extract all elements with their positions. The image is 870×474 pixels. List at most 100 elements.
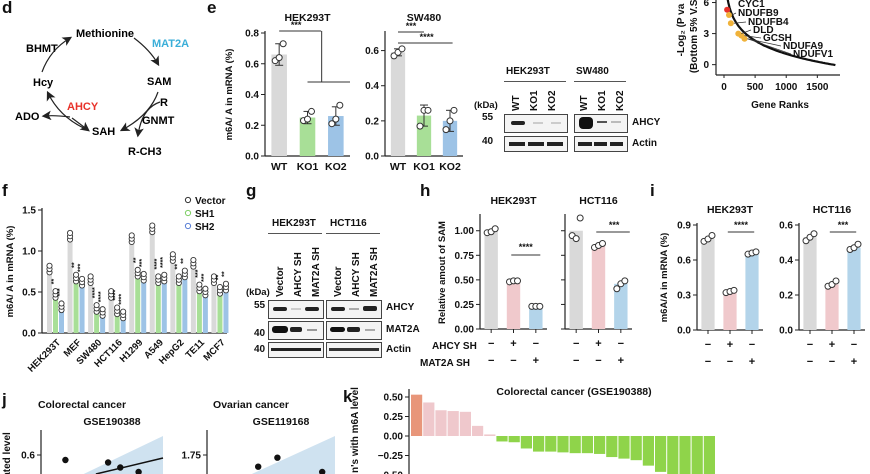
h-hct-ahcy-sh-sign: −: [618, 338, 624, 350]
wb-e-ahcy-hek: [504, 114, 568, 133]
h-hek-ahcy-sh-sign: +: [510, 338, 516, 350]
f-legend-marker: [184, 196, 192, 204]
f-point: [190, 256, 197, 264]
f-bar: [202, 292, 208, 333]
f-sig-stars: ***: [201, 273, 208, 281]
wb-e-protein-actin: Actin: [632, 138, 657, 149]
i-hek-point: [752, 248, 760, 256]
i-hct-bar: [847, 247, 861, 330]
j-crc-point: [135, 468, 142, 474]
e-sw-point: [424, 106, 432, 114]
i-hek-ytick-label: 0.0: [677, 326, 691, 337]
i-hek-sig-stars: ****: [734, 220, 749, 230]
node-rch3: R-CH3: [128, 146, 162, 158]
f-sig-stars: **: [51, 279, 58, 285]
f-point: [58, 300, 65, 307]
f-point: [73, 271, 80, 278]
e-sw-point: [450, 106, 458, 114]
h-hek-mat2a-sh-sign: −: [488, 355, 494, 367]
f-xtick-label: H1299: [118, 337, 146, 365]
panel-label-k: k: [343, 387, 353, 406]
e-rank-annotation-leader: [747, 38, 792, 55]
e-rank-annotation-leader: [744, 35, 762, 39]
f-ytick-label: 0.0: [22, 329, 36, 340]
panel-label-g: g: [246, 181, 257, 200]
f-point: [46, 262, 53, 269]
e-hek-ytick-label: 0.0: [245, 152, 259, 163]
wb-e-group-hek: HEK293T: [506, 66, 550, 77]
j-crc-ylabel: ated level: [2, 432, 13, 474]
k-bar: [557, 436, 569, 453]
i-hek-bar: [723, 291, 737, 330]
k-bar: [484, 434, 496, 436]
f-bar: [79, 282, 85, 333]
e-sw-ytick-label: 0.0: [365, 152, 379, 163]
f-xtick-label: MCF7: [201, 337, 227, 363]
i-hek-mat2a-sh-sign: −: [727, 356, 733, 368]
k-bar: [594, 436, 606, 454]
f-point: [67, 229, 74, 237]
h-hct-ahcy-sh-sign: −: [573, 338, 579, 350]
f-bar: [211, 279, 217, 333]
j-crc-point: [62, 456, 69, 464]
wb-g-ahcy-hct: [326, 300, 382, 319]
e-rank-annotation-leader: [733, 21, 747, 24]
i-hek-ahcy-sh-sign: −: [749, 339, 755, 351]
e-rank-ytick-label: 3: [703, 29, 709, 40]
h-hek-point: [514, 277, 521, 285]
f-bar: [114, 310, 120, 333]
h-hct-point: [576, 214, 584, 222]
i-hek-ytick-label: 0.9: [677, 221, 691, 232]
node-hcy: Hcy: [33, 77, 54, 89]
i-hek-ytick-label: 0.3: [677, 291, 691, 302]
enzyme-ahcy: AHCY: [67, 101, 99, 113]
f-legend-marker: [184, 209, 192, 217]
f-point: [134, 266, 141, 273]
f-bar: [135, 273, 141, 333]
f-sig-stars: ***: [57, 288, 64, 296]
i-hct-ytick-label: 0.4: [779, 256, 793, 267]
j-crc-title: Colorectal cancer: [38, 399, 126, 411]
f-point: [128, 232, 135, 239]
f-bar: [141, 277, 147, 333]
f-point: [79, 275, 86, 282]
h-hek-point: [491, 225, 499, 233]
wb-e-group-sw: SW480: [576, 66, 609, 77]
k-bar: [435, 410, 447, 436]
f-point: [114, 304, 121, 311]
f-bar: [88, 279, 94, 333]
f-point: [93, 302, 100, 309]
f-sig-stars: **: [133, 257, 140, 263]
f-ylabel: m6A/ A in mRNA (%): [5, 226, 16, 318]
f-bar: [217, 290, 223, 333]
node-ado: ADO: [15, 111, 40, 123]
panel-label-d: d: [2, 0, 13, 17]
f-sig-stars: **: [72, 262, 79, 268]
panel-label-i: i: [650, 181, 655, 200]
k-bar: [447, 411, 459, 436]
h-hek-bar: [529, 306, 543, 329]
f-bar: [108, 294, 114, 333]
f-point: [108, 288, 115, 295]
h-hct-point: [599, 240, 606, 248]
i-hek-bar: [701, 239, 715, 330]
j-ov-subtitle: GSE119168: [253, 416, 310, 428]
e-rank-ylabel: -Log₂ (P va: [676, 3, 687, 56]
e-sw-point: [398, 45, 406, 53]
f-legend-label: Vector: [195, 196, 226, 207]
j-crc-confidence-band: [83, 436, 163, 474]
wb-g-lane-label: Vector: [275, 266, 286, 297]
h-hct-mat2a-sh-sign: −: [573, 355, 579, 367]
k-bar: [679, 436, 691, 474]
node-sam: SAM: [147, 76, 171, 88]
j-crc-subtitle: GSE190388: [83, 416, 140, 428]
k-bar: [569, 436, 581, 454]
e-rank-annotation: DLD: [753, 25, 774, 36]
j-ov-title: Ovarian cancer: [213, 399, 289, 411]
f-bar: [176, 279, 182, 333]
f-legend-marker: [184, 222, 192, 230]
e-rank-curve: [726, 0, 836, 67]
h-hek-mat2a-sh-sign: +: [533, 355, 539, 367]
i-hct-ahcy-sh-sign: +: [829, 339, 835, 351]
f-sig-stars: **: [174, 264, 181, 270]
